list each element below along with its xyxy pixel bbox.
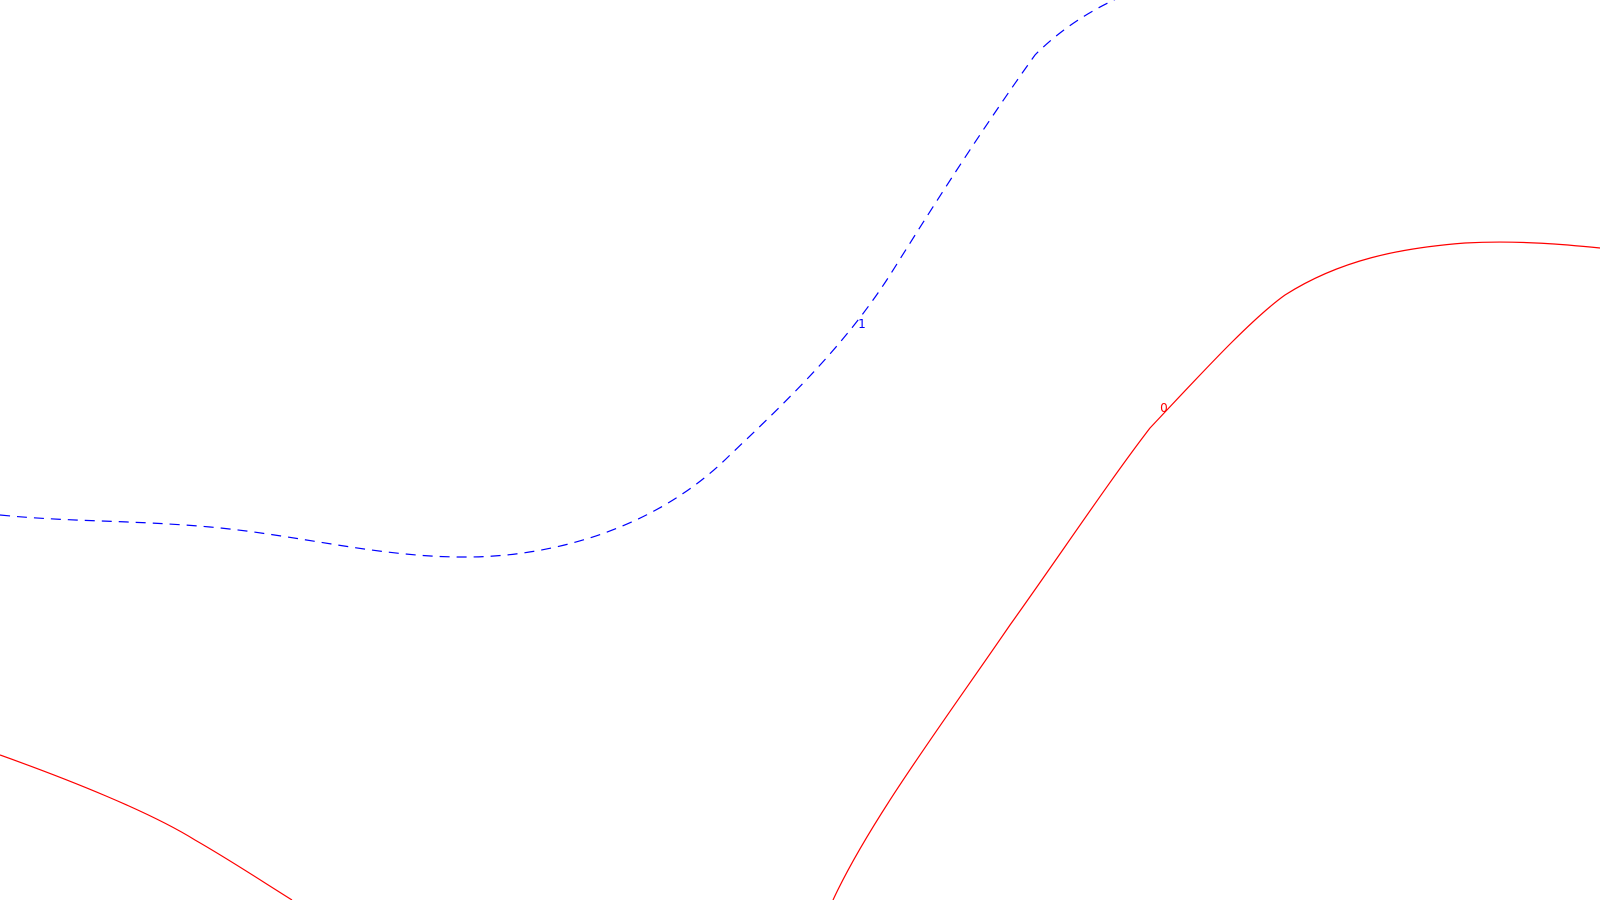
contour-label-level-1: 1 <box>858 317 866 331</box>
contour-line-level-1 <box>0 0 1116 558</box>
contour-line-level-0 <box>832 241 1600 900</box>
contour-label-level-0: 0 <box>1160 401 1168 415</box>
contour-line-level-0-lower-branch <box>0 754 293 900</box>
